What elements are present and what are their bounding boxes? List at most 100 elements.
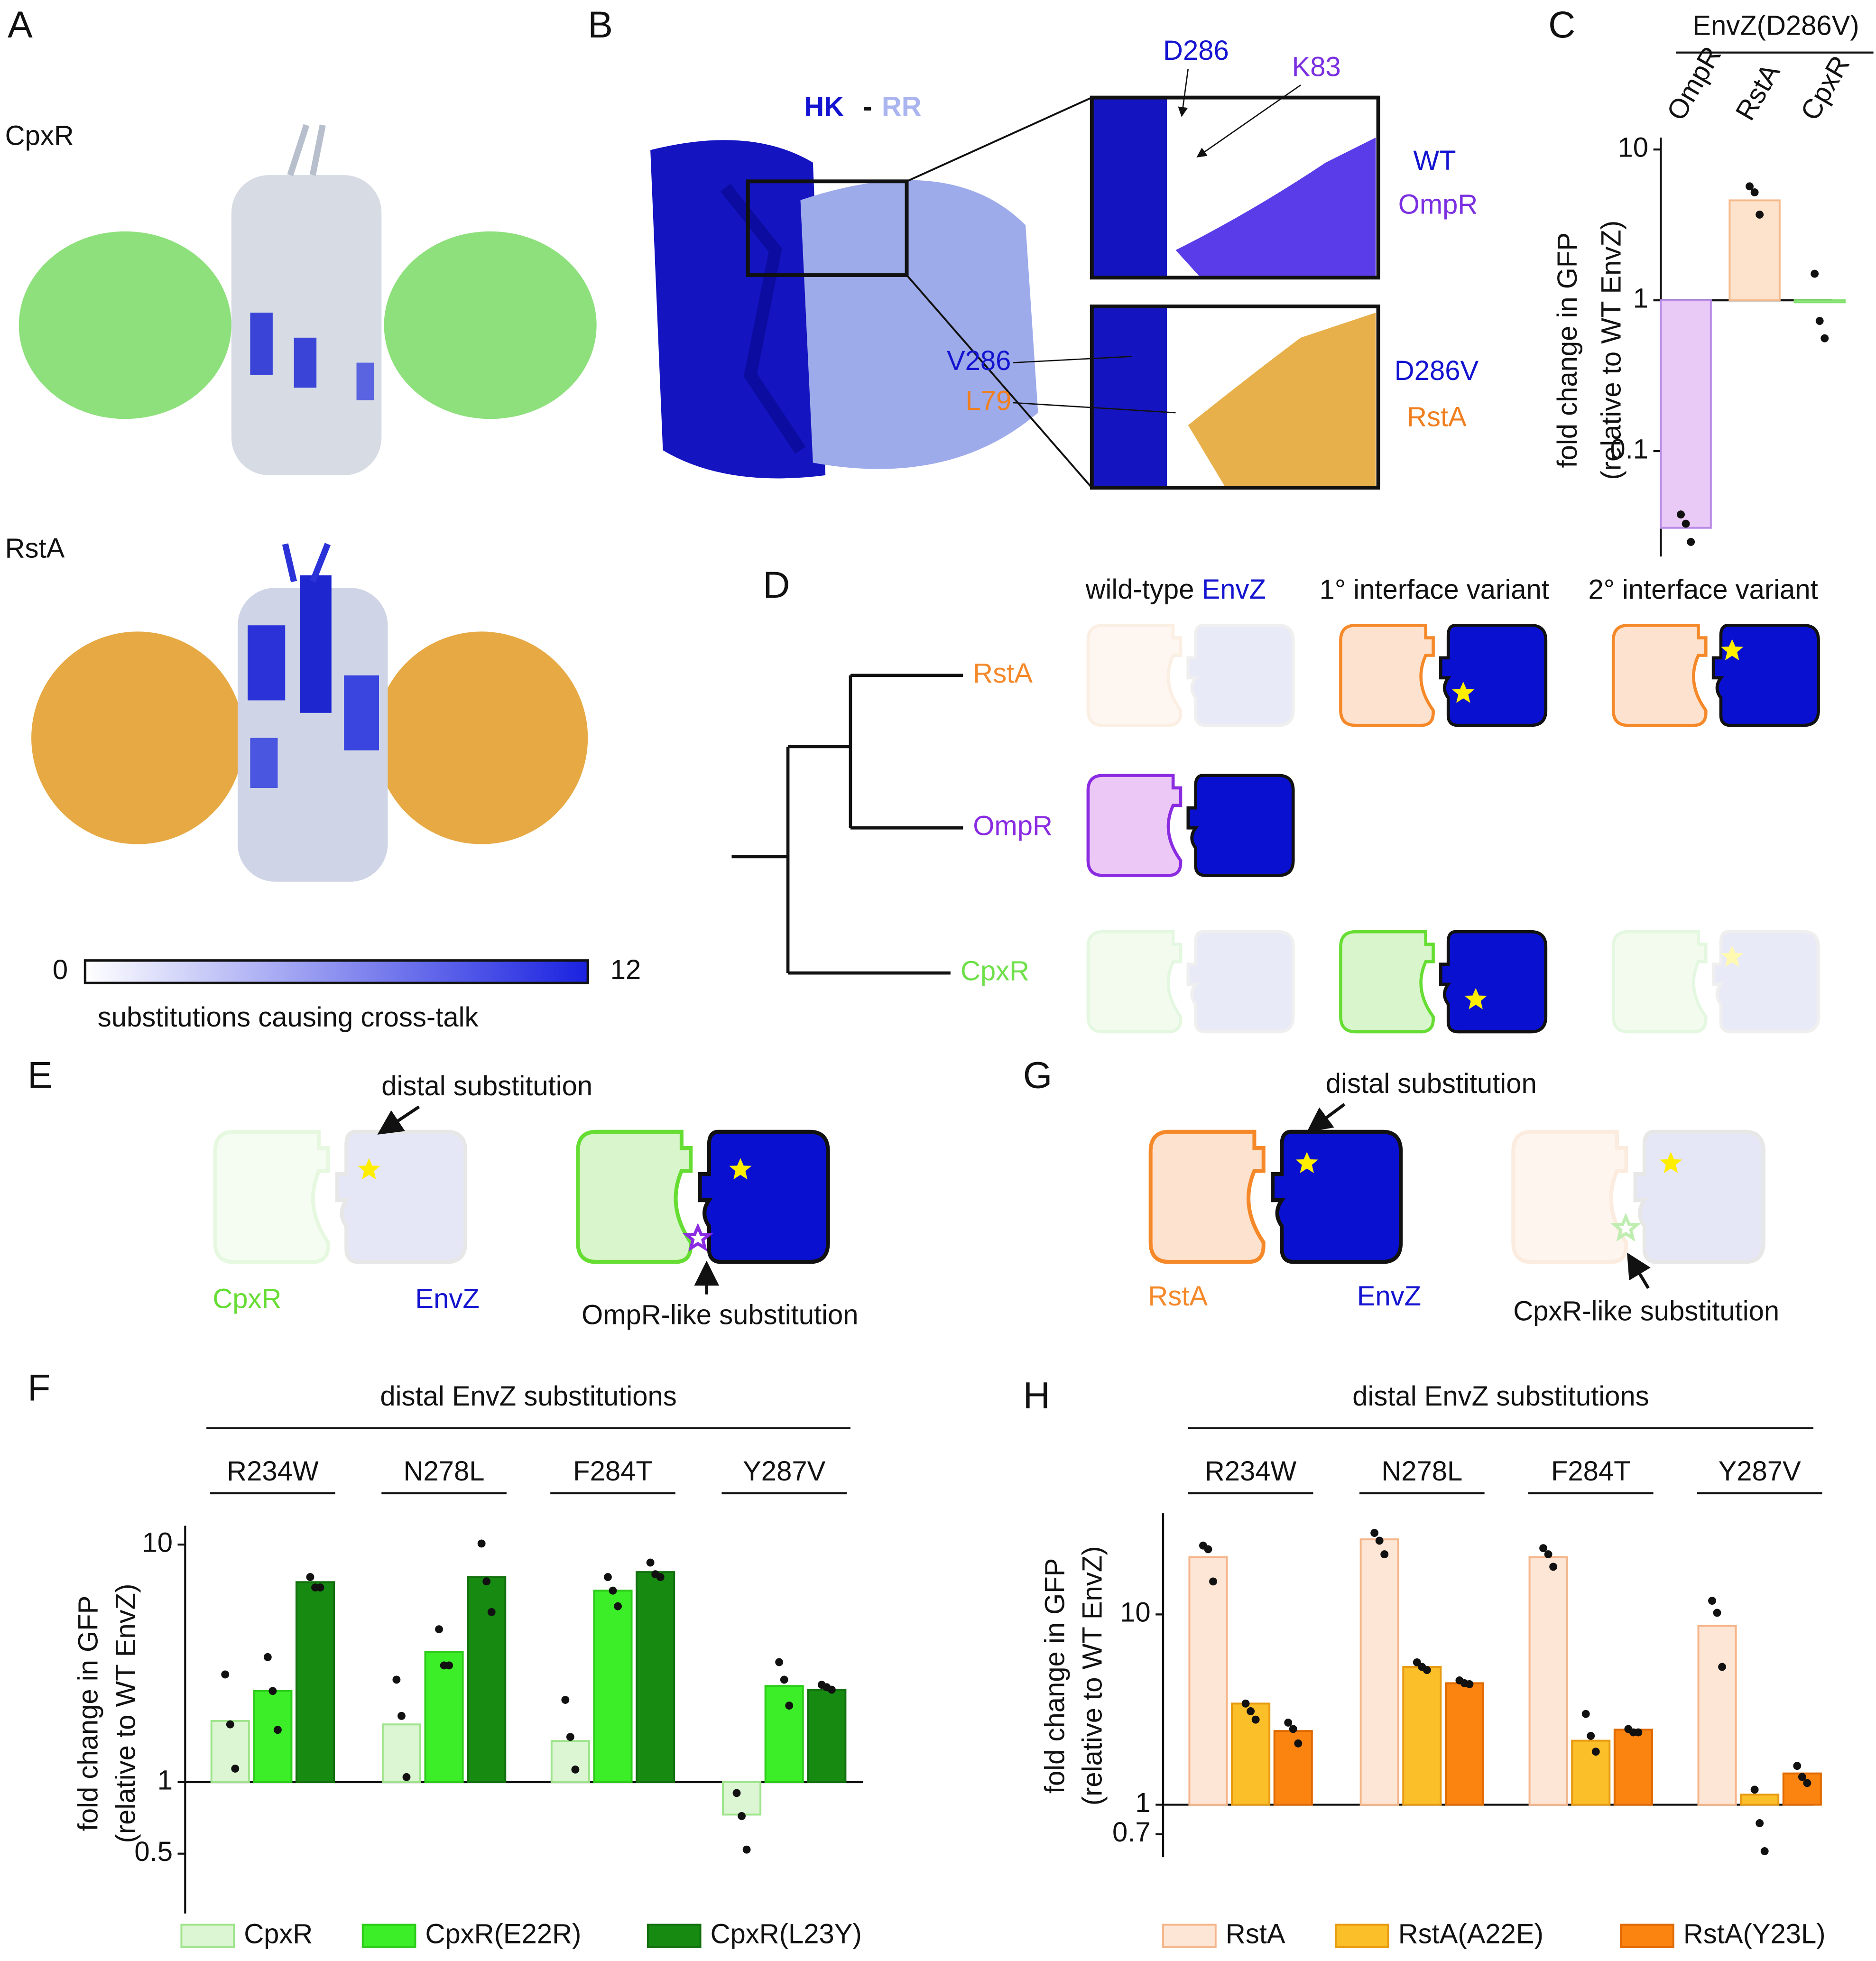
structure-cpxr [294, 337, 317, 388]
bar [1728, 199, 1781, 302]
panel-g-diagram: distal substitution RstA EnvZ CpxR-like … [1148, 1068, 1779, 1327]
chart-title: distal EnvZ substitutions [380, 1381, 676, 1412]
y-axis-label: (relative to WT EnvZ) [1596, 221, 1627, 480]
replicate-point [274, 1726, 282, 1734]
replicate-point [1677, 510, 1685, 519]
panel-e-diagram: distal substitution CpxR EnvZ OmpR-like … [213, 1071, 858, 1330]
structure-complex [721, 184, 806, 454]
y-axis-label: (relative to WT EnvZ) [1077, 1546, 1108, 1805]
bar [381, 1723, 421, 1783]
zoom-d286v: V286 [947, 345, 1011, 376]
replicate-point [1682, 519, 1690, 528]
bar [424, 1651, 464, 1783]
structure-complex [906, 96, 1092, 183]
replicate-point [614, 1602, 622, 1610]
legend-swatch [361, 1924, 416, 1948]
structure-cpxr: CpxR [5, 120, 597, 475]
tree-labels: EnvZ [1202, 574, 1266, 605]
replicate-point [1746, 182, 1754, 191]
tree-labels: RstA [973, 658, 1033, 689]
panel-e-diagram [215, 1132, 328, 1262]
colorbar: substitutions causing cross-talk [98, 1002, 479, 1033]
panel-g-diagram [1627, 1252, 1651, 1289]
replicate-point [487, 1608, 496, 1616]
interface-diagrams [1340, 625, 1433, 725]
bar [1660, 299, 1712, 529]
bar [1359, 1538, 1399, 1806]
y-axis-label: (relative to WT EnvZ) [110, 1584, 141, 1843]
interface-diagrams [1340, 932, 1545, 1032]
bar [296, 1581, 335, 1783]
panel-e-diagram [337, 1132, 465, 1262]
bar [764, 1685, 804, 1783]
colorbar: 0 12 substitutions causing cross-talk [53, 954, 641, 1033]
chart: 0.1 1 10 fold change in GFP (relative to WT … [1552, 10, 1874, 557]
interface-diagrams [1188, 932, 1293, 1032]
legend-label: RstA [1226, 1919, 1285, 1950]
colorbar: 12 [610, 954, 641, 985]
zoom-d286v [1091, 306, 1167, 488]
structure-rsta [248, 625, 286, 701]
structure-rsta: RstA [5, 533, 65, 564]
bar [1273, 1730, 1313, 1806]
replicate-point [732, 1789, 741, 1797]
replicate-point [1634, 1728, 1643, 1737]
legend-label: RstA(A22E) [1398, 1919, 1543, 1950]
group-label: F284T [573, 1456, 653, 1487]
y-tick-label: 1 [1633, 283, 1648, 314]
structure-rsta [344, 675, 379, 750]
bar [1402, 1666, 1442, 1806]
replicate-point [402, 1773, 411, 1781]
group-label: F284T [1551, 1456, 1631, 1487]
bar [1793, 299, 1846, 304]
structure-rsta [250, 738, 278, 788]
group-label: R234W [227, 1456, 319, 1487]
replicate-point [231, 1765, 240, 1773]
structure-rsta [31, 631, 244, 844]
replicate-point [1289, 1725, 1297, 1733]
replicate-point [397, 1711, 406, 1720]
replicate-point [1760, 1847, 1769, 1855]
bar [722, 1781, 762, 1816]
chart-title: distal EnvZ substitutions [1352, 1381, 1649, 1412]
bar [1740, 1794, 1780, 1806]
replicate-point [1247, 1707, 1255, 1715]
replicate-point [435, 1625, 443, 1634]
panel-e-diagram: OmpR-like substitution [582, 1300, 858, 1331]
replicate-point [1539, 1544, 1547, 1553]
replicate-point [1544, 1550, 1553, 1559]
structure-cpxr [18, 231, 231, 419]
panel-g-diagram [1306, 1103, 1346, 1133]
replicate-point [742, 1845, 751, 1854]
replicate-point [477, 1539, 486, 1548]
panel-g-diagram [1273, 1132, 1401, 1262]
structure-complex [906, 274, 1093, 489]
bar [807, 1689, 847, 1783]
interface-diagrams [1088, 625, 1293, 725]
bar [1444, 1682, 1484, 1806]
zoom-wt [1178, 68, 1189, 117]
bar [550, 1740, 590, 1783]
zoom-d286v [1013, 402, 1176, 414]
chart: 0.5 1 10 fold change in GFP (relative to WT … [73, 1381, 863, 1950]
structure-complex: HK [804, 92, 844, 122]
zoom-wt [1196, 84, 1301, 157]
zoom-wt [1090, 95, 1380, 280]
y-axis-label: fold change in GFP [1039, 1558, 1070, 1794]
replicate-point [1756, 211, 1764, 219]
y-tick-label: 1 [1135, 1787, 1150, 1818]
panel-labels: H [1023, 1374, 1050, 1416]
chart: 0.71 10 fold change in GFP (relative to WT … [1039, 1381, 1825, 1950]
group-label: R234W [1205, 1456, 1297, 1487]
y-tick-label: 0.1 [1610, 434, 1648, 464]
panel-labels: A B C D E F G H [8, 3, 1575, 1416]
panel-e-diagram: EnvZ [415, 1283, 479, 1314]
legend-label: CpxR [244, 1919, 313, 1950]
structure-complex: HK - RR [650, 92, 1093, 489]
x-tick-label: CpxR [1794, 51, 1856, 126]
interface-diagrams [1441, 625, 1545, 725]
panel-g-diagram: CpxR-like substitution [1513, 1296, 1779, 1327]
replicate-point [306, 1573, 314, 1582]
